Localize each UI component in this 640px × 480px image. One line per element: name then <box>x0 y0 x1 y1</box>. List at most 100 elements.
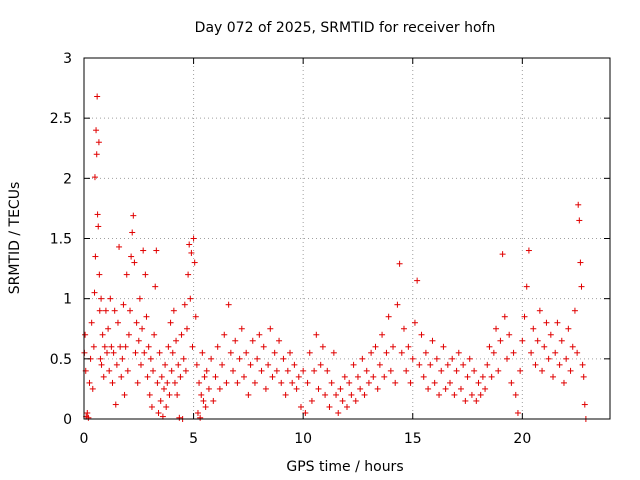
data-point <box>247 361 254 368</box>
data-point <box>293 385 300 392</box>
data-point <box>190 235 197 242</box>
data-point <box>392 379 399 386</box>
y-tick-label: 1.5 <box>50 232 72 248</box>
data-point <box>304 379 311 386</box>
data-point <box>444 361 451 368</box>
data-point <box>580 373 587 380</box>
data-point <box>433 355 440 362</box>
data-point <box>102 307 109 314</box>
data-point <box>99 331 106 338</box>
data-point <box>134 379 141 386</box>
data-point <box>468 391 475 398</box>
data-point <box>124 367 131 374</box>
data-point <box>490 349 497 356</box>
data-point <box>112 401 119 408</box>
data-point <box>512 391 519 398</box>
data-point <box>89 385 96 392</box>
data-point <box>427 361 434 368</box>
data-point <box>96 271 103 278</box>
data-point <box>407 379 414 386</box>
data-point <box>98 361 105 368</box>
data-point <box>462 397 469 404</box>
data-point <box>105 325 112 332</box>
data-point <box>344 403 350 410</box>
data-point <box>488 373 495 380</box>
data-point <box>282 391 289 398</box>
data-point <box>84 409 91 416</box>
data-point <box>394 301 401 308</box>
chart-title: Day 072 of 2025, SRMTID for receiver hof… <box>195 20 496 36</box>
data-point <box>528 349 535 356</box>
data-point <box>354 373 361 380</box>
data-point <box>330 349 337 356</box>
data-point <box>130 212 137 219</box>
data-point <box>192 313 199 320</box>
data-point <box>90 343 97 350</box>
data-point <box>258 367 265 374</box>
data-point <box>86 379 93 386</box>
data-point <box>319 343 326 350</box>
data-point <box>131 259 138 266</box>
data-point <box>449 355 456 362</box>
data-point <box>156 349 163 356</box>
data-point <box>403 367 410 374</box>
data-point <box>189 343 196 350</box>
data-point <box>571 307 578 314</box>
data-point <box>162 361 169 368</box>
y-tick-labels: 0 0.5 1 1.5 2 2.5 3 <box>50 51 72 428</box>
data-point <box>148 403 155 410</box>
data-point <box>280 355 287 362</box>
data-point <box>379 331 386 338</box>
data-point <box>422 349 429 356</box>
data-point <box>357 385 364 392</box>
data-point <box>168 367 175 374</box>
data-point <box>122 343 129 350</box>
data-point <box>182 367 189 374</box>
data-point <box>121 391 128 398</box>
data-point <box>539 367 546 374</box>
data-point <box>352 397 359 404</box>
data-point <box>466 355 473 362</box>
data-point <box>108 343 115 350</box>
data-point <box>198 391 205 398</box>
data-point <box>123 271 130 278</box>
axes-layer <box>83 57 611 420</box>
data-point <box>455 349 462 356</box>
data-point <box>171 379 178 386</box>
data-point <box>339 397 346 404</box>
data-point <box>440 343 447 350</box>
data-point <box>479 373 486 380</box>
data-point <box>306 349 313 356</box>
data-point <box>234 379 241 386</box>
data-point <box>508 379 515 386</box>
data-point <box>451 391 458 398</box>
data-point <box>269 373 276 380</box>
data-point <box>199 349 206 356</box>
data-point <box>205 385 212 392</box>
data-point <box>473 397 480 404</box>
data-point <box>146 391 153 398</box>
x-tick-label: 10 <box>294 431 312 447</box>
data-point <box>236 355 243 362</box>
data-point <box>519 337 526 344</box>
data-point <box>109 379 116 386</box>
data-point <box>497 337 504 344</box>
data-point <box>187 295 194 302</box>
data-point <box>201 373 208 380</box>
data-point <box>128 253 135 260</box>
data-point <box>552 349 559 356</box>
data-point <box>333 391 340 398</box>
data-point <box>510 349 517 356</box>
data-point <box>328 379 335 386</box>
data-point <box>315 385 322 392</box>
data-point <box>116 243 123 250</box>
x-tick-label: 0 <box>80 431 89 447</box>
data-point <box>431 379 438 386</box>
data-point <box>164 379 171 386</box>
data-point <box>484 361 491 368</box>
data-point <box>230 367 237 374</box>
data-point <box>245 391 252 398</box>
data-point <box>311 367 318 374</box>
data-point <box>429 337 436 344</box>
